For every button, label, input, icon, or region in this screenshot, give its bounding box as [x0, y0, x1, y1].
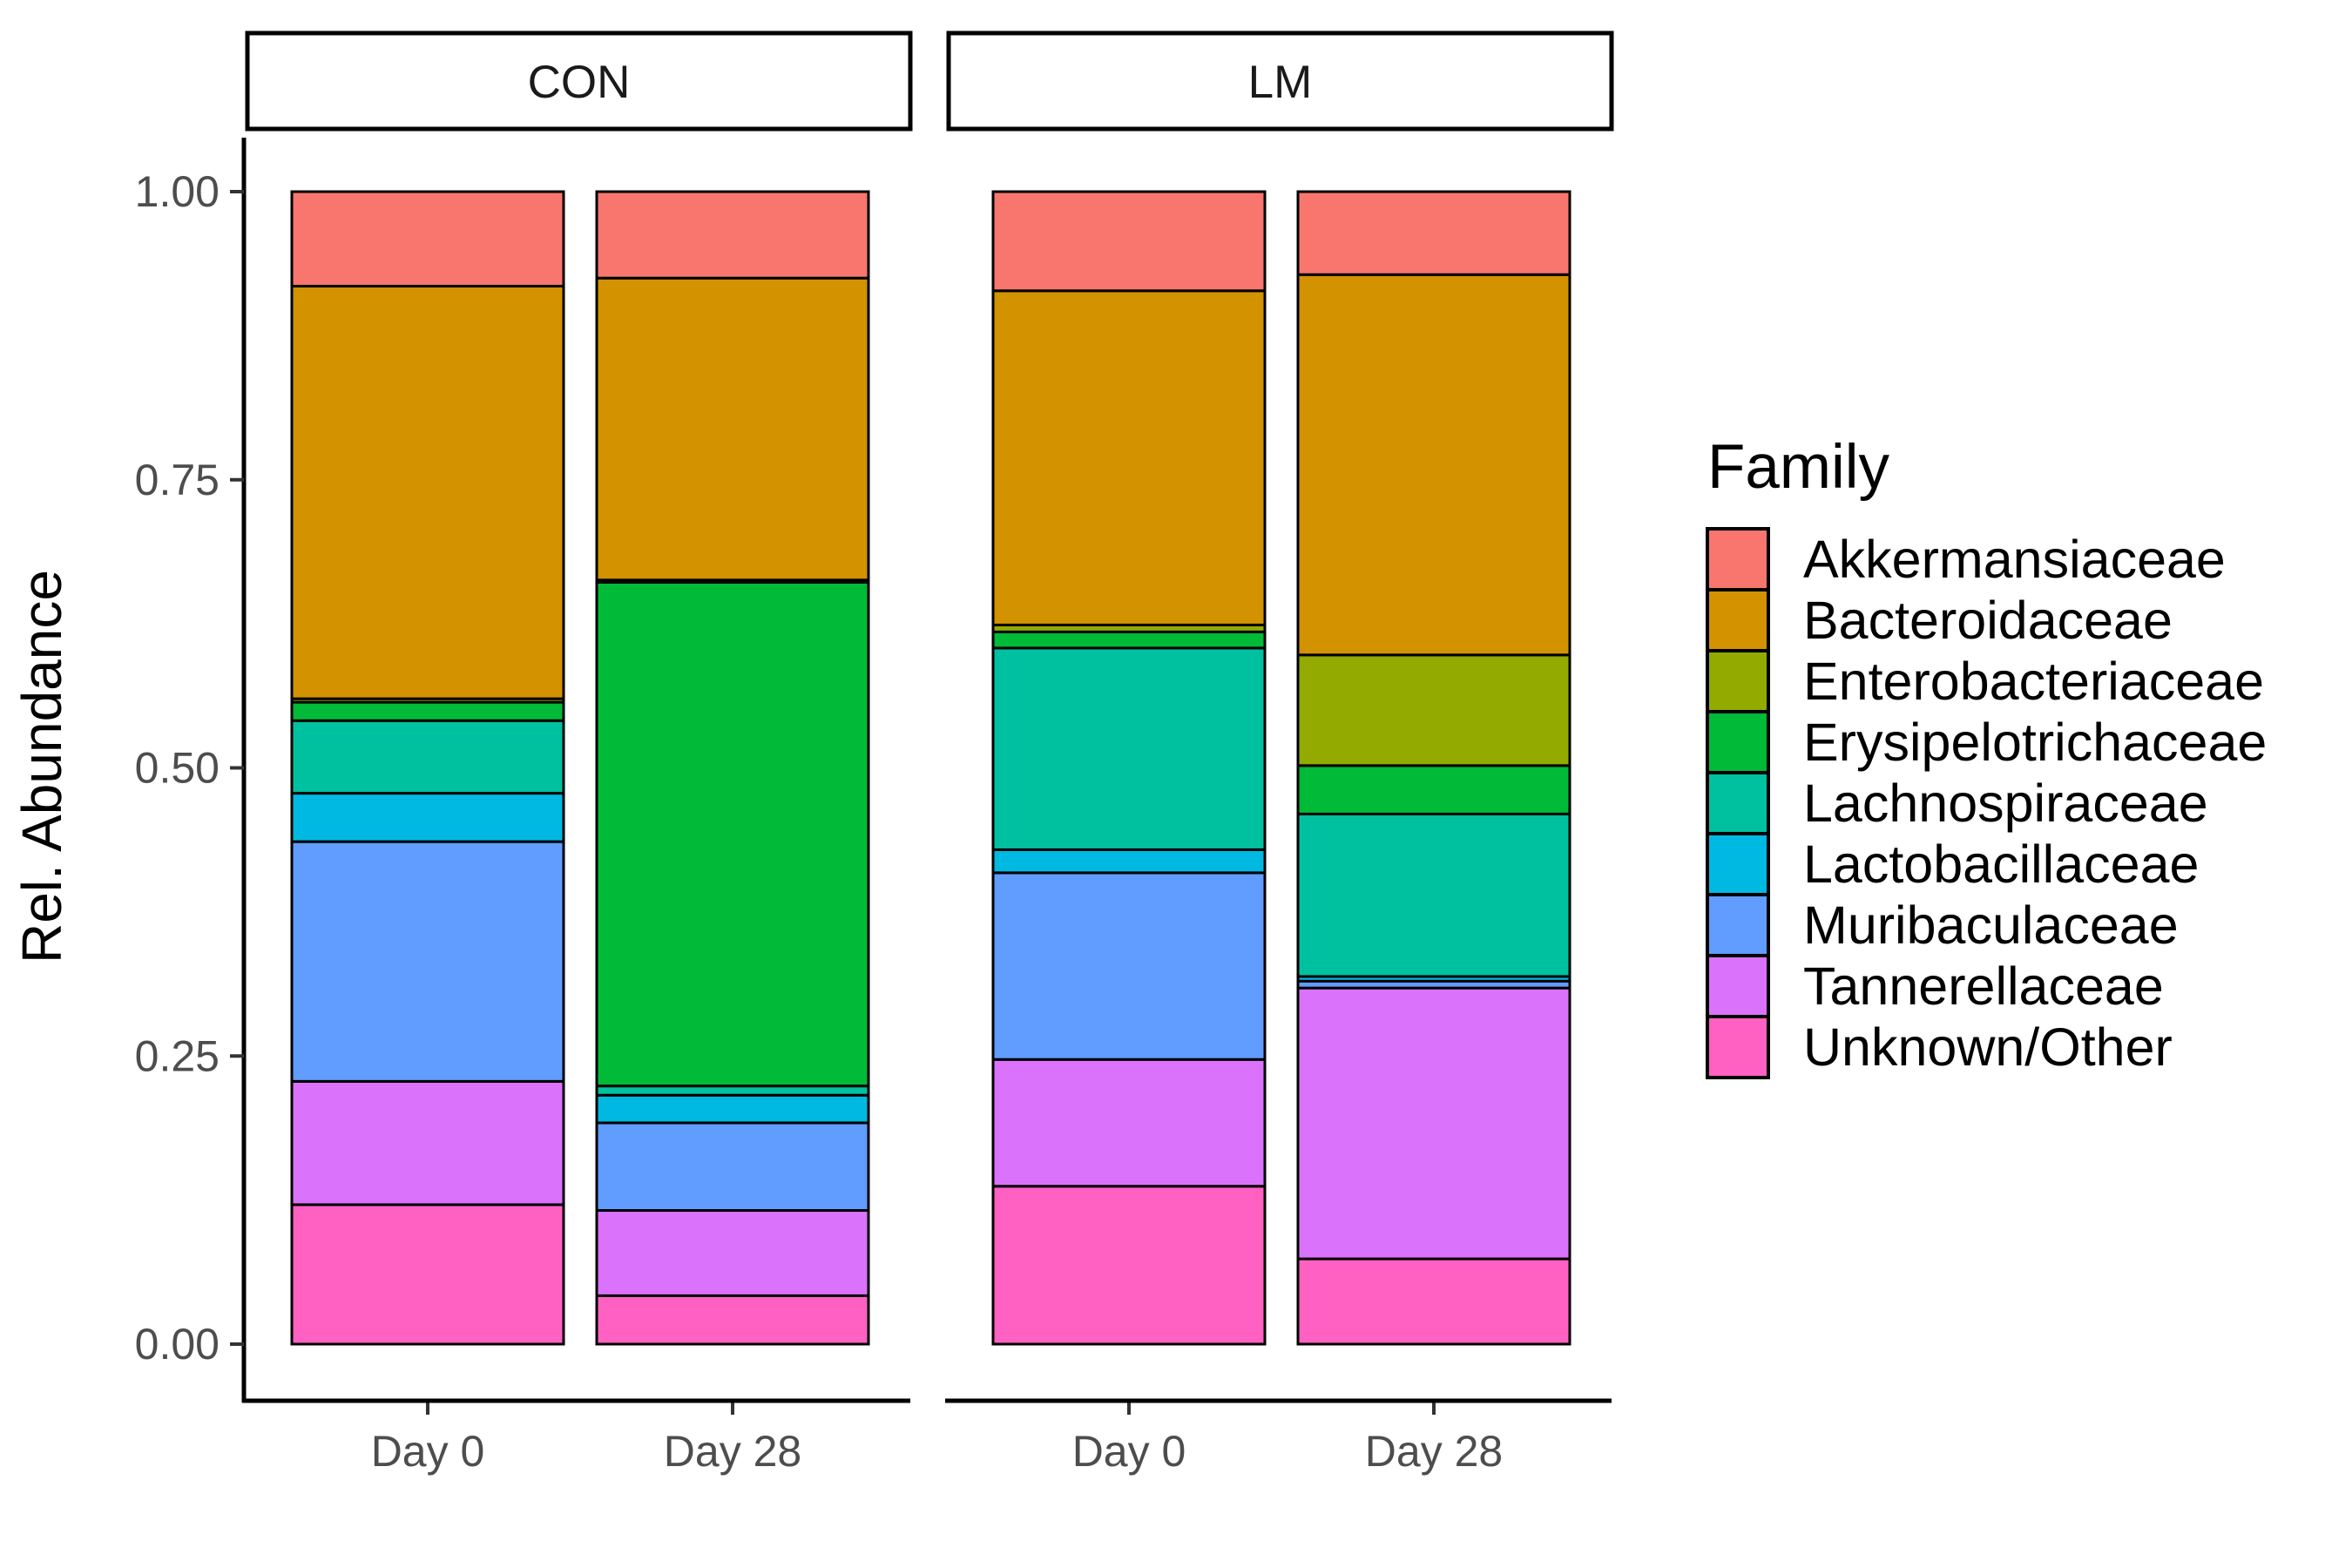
bar-segment-con-day-28-erysipelotrichaceae: [595, 580, 870, 1088]
bar-segment-lm-day-28-tannerellaceae: [1296, 986, 1571, 1260]
legend-key-akkermansiaceae: [1706, 527, 1770, 591]
legend-key-enterobacteriaceae: [1706, 649, 1770, 713]
bar-segment-con-day-0-tannerellaceae: [290, 1079, 565, 1206]
legend-label-enterobacteriaceae: Enterobacteriaceae: [1803, 652, 2264, 711]
y-tick-label: 1.00: [135, 167, 220, 216]
facet-strip-lm: [946, 30, 1614, 132]
bar-segment-con-day-28-bacteroidaceae: [595, 276, 870, 582]
legend-entry-tannerellaceae: Tannerellaceae: [1706, 954, 2164, 1018]
facet-strip-label-lm: LM: [1248, 57, 1313, 108]
bar-con-day-0: [290, 190, 565, 1346]
bar-segment-con-day-28-akkermansiaceae: [595, 190, 870, 280]
bar-segment-con-day-28-muribaculaceae: [595, 1121, 870, 1213]
legend: Family AkkermansiaceaeBacteroidaceaeEnte…: [1706, 433, 2267, 1079]
legend-title: Family: [1707, 433, 1890, 502]
bar-lm-day-28: [1296, 190, 1571, 1346]
bar-segment-con-day-28-unknown-other: [595, 1294, 870, 1346]
bar-segment-con-day-28-tannerellaceae: [595, 1209, 870, 1297]
legend-entry-muribaculaceae: Muribaculaceae: [1706, 893, 2179, 957]
legend-label-lachnospiraceae: Lachnospiraceae: [1803, 774, 2208, 833]
legend-label-unknown-other: Unknown/Other: [1803, 1017, 2173, 1077]
bar-segment-lm-day-28-bacteroidaceae: [1296, 273, 1571, 657]
bar-lm-day-0: [991, 190, 1267, 1346]
legend-key-erysipelotrichaceae: [1706, 710, 1770, 774]
x-tick-label-con-day-28: Day 28: [664, 1427, 801, 1476]
legend-entry-akkermansiaceae: Akkermansiaceae: [1706, 527, 2226, 591]
legend-label-akkermansiaceae: Akkermansiaceae: [1803, 530, 2226, 589]
facet-strip-con: [245, 30, 913, 132]
bar-segment-lm-day-0-tannerellaceae: [991, 1058, 1267, 1188]
panel-lm: LM Day 0 Day 28: [945, 30, 1614, 1476]
legend-entry-bacteroidaceae: Bacteroidaceae: [1706, 588, 2173, 652]
bar-segment-lm-day-0-lactobacillaceae: [991, 848, 1267, 875]
bar-segment-lm-day-28-lachnospiraceae: [1296, 812, 1571, 978]
legend-key-lachnospiraceae: [1706, 771, 1770, 835]
legend-entry-lachnospiraceae: Lachnospiraceae: [1706, 771, 2208, 835]
bar-segment-lm-day-0-bacteroidaceae: [991, 289, 1267, 626]
bar-segment-lm-day-0-unknown-other: [991, 1185, 1267, 1346]
bar-segment-con-day-0-unknown-other: [290, 1203, 565, 1346]
panels-layer: CON Day 0 Day 28 LM Day 0 Day 28: [242, 30, 1614, 1476]
bar-segment-con-day-0-akkermansiaceae: [290, 190, 565, 287]
legend-key-bacteroidaceae: [1706, 588, 1770, 652]
bar-segment-con-day-28-lachnospiraceae: [595, 1085, 870, 1097]
legend-label-erysipelotrichaceae: Erysipelotrichaceae: [1803, 713, 2267, 772]
bar-segment-con-day-0-lachnospiraceae: [290, 719, 565, 795]
bar-segment-lm-day-28-enterobacteriaceae: [1296, 653, 1571, 767]
facet-strip-label-con: CON: [528, 57, 631, 108]
x-tick-label-lm-day-28: Day 28: [1365, 1427, 1503, 1476]
legend-entry-unknown-other: Unknown/Other: [1706, 1015, 2173, 1079]
legend-label-muribaculaceae: Muribaculaceae: [1803, 896, 2179, 955]
bar-segment-con-day-28-lactobacillaceae: [595, 1093, 870, 1125]
bar-segment-lm-day-28-erysipelotrichaceae: [1296, 764, 1571, 815]
bar-segment-con-day-0-muribaculaceae: [290, 840, 565, 1083]
legend-entry-lactobacillaceae: Lactobacillaceae: [1706, 832, 2199, 896]
bar-segment-lm-day-28-akkermansiaceae: [1296, 190, 1571, 276]
bar-segment-lm-day-0-lachnospiraceae: [991, 646, 1267, 851]
legend-entry-enterobacteriaceae: Enterobacteriaceae: [1706, 649, 2264, 713]
bar-segment-con-day-0-erysipelotrichaceae: [290, 700, 565, 722]
panel-con: CON Day 0 Day 28: [242, 30, 913, 1476]
bar-segment-con-day-0-lactobacillaceae: [290, 792, 565, 843]
legend-entry-erysipelotrichaceae: Erysipelotrichaceae: [1706, 710, 2267, 774]
bar-segment-lm-day-0-muribaculaceae: [991, 871, 1267, 1061]
legend-label-tannerellaceae: Tannerellaceae: [1803, 956, 2164, 1016]
x-tick-label-lm-day-0: Day 0: [1072, 1427, 1186, 1476]
y-axis: 0.00 0.25 0.50 0.75 1.00: [135, 138, 247, 1402]
legend-label-lactobacillaceae: Lactobacillaceae: [1803, 835, 2199, 894]
bar-segment-lm-day-28-unknown-other: [1296, 1257, 1571, 1346]
legend-key-muribaculaceae: [1706, 893, 1770, 957]
legend-label-bacteroidaceae: Bacteroidaceae: [1803, 591, 2173, 650]
y-tick-label: 0.75: [135, 456, 220, 504]
bar-con-day-28: [595, 190, 870, 1346]
y-tick-label: 0.25: [135, 1031, 220, 1080]
legend-key-unknown-other: [1706, 1015, 1770, 1079]
bar-segment-con-day-0-bacteroidaceae: [290, 284, 565, 700]
bar-segment-lm-day-0-erysipelotrichaceae: [991, 630, 1267, 650]
legend-key-tannerellaceae: [1706, 954, 1770, 1018]
bar-segment-lm-day-0-akkermansiaceae: [991, 190, 1267, 293]
y-axis-title: Rel. Abundance: [10, 570, 73, 963]
y-tick-label: 0.50: [135, 744, 220, 793]
x-tick-label-con-day-0: Day 0: [371, 1427, 485, 1476]
y-tick-label: 0.00: [135, 1320, 220, 1369]
legend-key-lactobacillaceae: [1706, 832, 1770, 896]
